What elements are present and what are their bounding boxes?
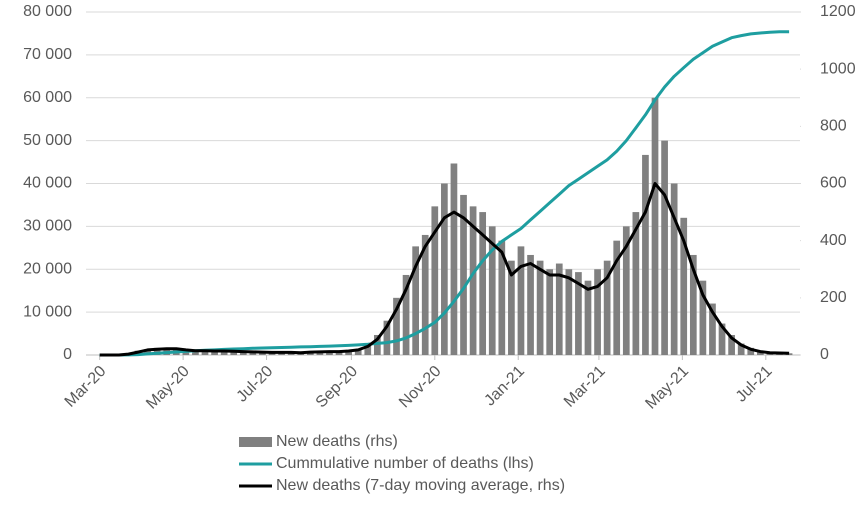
bar — [469, 206, 477, 355]
bar — [527, 254, 534, 355]
legend-label: New deaths (rhs) — [276, 433, 398, 450]
bar — [651, 97, 659, 355]
bar — [603, 260, 611, 355]
bar — [335, 351, 343, 355]
y2-tick-label: 1000 — [820, 60, 856, 77]
bar — [460, 194, 467, 355]
x-tick-label: Mar-20 — [62, 363, 110, 411]
bar — [575, 272, 582, 355]
y-tick-label: 30 000 — [23, 218, 72, 235]
bar — [393, 297, 400, 355]
x-tick-label: Nov-20 — [396, 363, 445, 412]
bar — [594, 269, 601, 355]
y-tick-label: 70 000 — [23, 46, 72, 63]
bar — [498, 240, 506, 355]
bar — [680, 217, 688, 355]
y2-tick-label: 200 — [820, 289, 847, 306]
y-tick-label: 50 000 — [23, 132, 72, 149]
bar — [259, 352, 266, 355]
x-tick-label: Mar-21 — [561, 363, 609, 411]
y-tick-label: 10 000 — [23, 303, 72, 320]
bar — [345, 350, 352, 355]
y-tick-label: 40 000 — [23, 175, 72, 192]
y-tick-label: 0 — [63, 346, 72, 363]
bar — [632, 212, 640, 355]
bar — [546, 269, 554, 355]
bar — [565, 269, 573, 355]
bar — [661, 140, 668, 355]
bar — [622, 226, 630, 355]
bar — [373, 334, 381, 355]
bar — [364, 343, 372, 355]
bar — [508, 260, 515, 355]
bar — [402, 274, 410, 355]
legend-label: New deaths (7-day moving average, rhs) — [276, 477, 565, 494]
x-tick-label: Jan-21 — [481, 363, 528, 410]
bar — [709, 303, 716, 355]
bar — [239, 352, 247, 355]
x-tick-label: Jul-21 — [733, 363, 776, 406]
bar — [689, 254, 697, 355]
bar — [412, 246, 419, 355]
y2-tick-label: 1200 — [820, 3, 856, 20]
bar — [383, 320, 391, 355]
y-tick-label: 60 000 — [23, 89, 72, 106]
y2-tick-label: 400 — [820, 232, 847, 249]
bar — [718, 323, 726, 355]
legend-swatch — [239, 437, 272, 447]
bar — [153, 347, 161, 355]
bar — [488, 226, 496, 355]
bar — [230, 351, 238, 355]
x-tick-label: May-20 — [143, 363, 193, 413]
line — [99, 182, 790, 357]
bar — [192, 349, 199, 355]
y-tick-label: 20 000 — [23, 260, 72, 277]
bar — [450, 163, 458, 355]
bar — [670, 183, 678, 355]
bar — [728, 334, 735, 355]
x-tick-label: Jul-20 — [234, 363, 277, 406]
bar — [354, 349, 362, 355]
y-tick-label: 80 000 — [23, 3, 72, 20]
bar — [441, 183, 448, 355]
bar — [699, 280, 707, 355]
bar — [555, 263, 563, 355]
x-tick-label: Sep-20 — [313, 363, 362, 412]
bar — [517, 246, 525, 355]
bar — [613, 240, 621, 355]
bar — [144, 349, 151, 355]
y2-tick-label: 800 — [820, 118, 847, 135]
y2-tick-label: 600 — [820, 175, 847, 192]
bar — [737, 343, 745, 355]
bar — [584, 280, 592, 355]
bar — [201, 350, 209, 355]
legend-label: Cummulative number of deaths (lhs) — [276, 455, 534, 472]
bar — [747, 347, 755, 355]
bar — [536, 260, 544, 355]
bar — [421, 234, 429, 355]
x-tick-label: May-21 — [642, 363, 692, 413]
bar — [431, 206, 439, 355]
bar — [642, 154, 649, 355]
y2-tick-label: 0 — [820, 346, 829, 363]
bar — [479, 212, 487, 355]
bar — [220, 350, 228, 355]
